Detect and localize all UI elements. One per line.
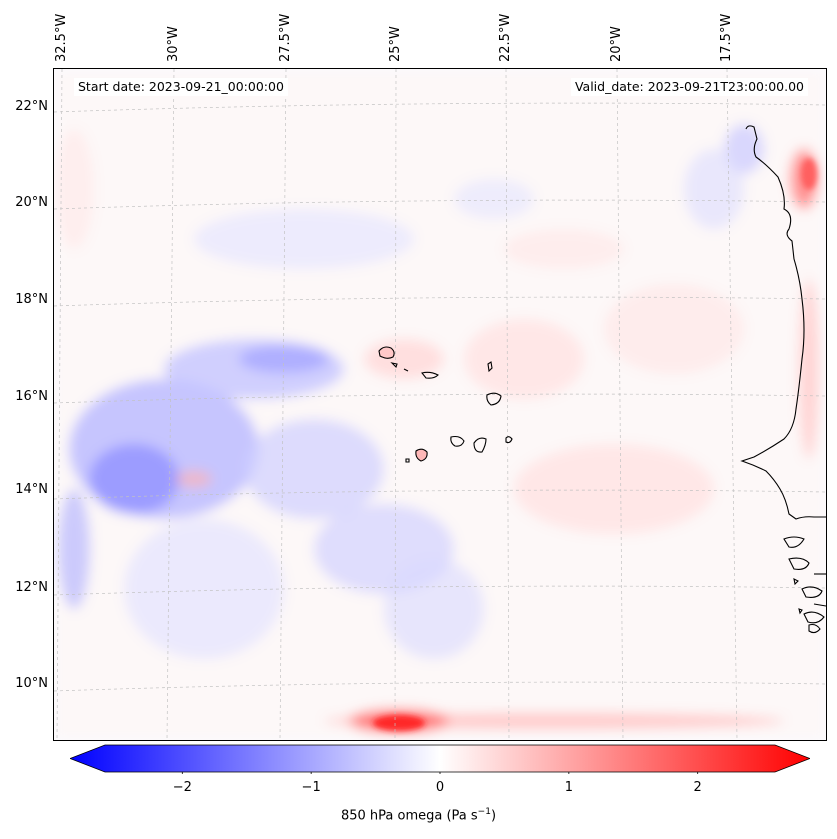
latitude-label: 12°N bbox=[15, 580, 48, 595]
longitude-label: 30°W bbox=[166, 26, 181, 62]
latitude-label: 10°N bbox=[15, 676, 48, 691]
longitude-label: 32.5°W bbox=[54, 13, 69, 62]
latitude-label: 16°N bbox=[15, 389, 48, 404]
colorbar-label: 850 hPa omega (Pa s−1) bbox=[0, 807, 837, 823]
latitude-label: 14°N bbox=[15, 482, 48, 497]
colorbar bbox=[70, 744, 810, 774]
start-date-label: Start date: 2023-09-21_00:00:00 bbox=[74, 78, 288, 96]
longitude-label: 20°W bbox=[609, 26, 624, 62]
colorbar-gradient bbox=[70, 744, 810, 774]
latitude-label: 18°N bbox=[15, 292, 48, 307]
longitude-label: 25°W bbox=[388, 26, 403, 62]
latitude-label: 20°N bbox=[15, 195, 48, 210]
colorbar-tick-label: −2 bbox=[172, 780, 192, 795]
longitude-label: 17.5°W bbox=[719, 13, 734, 62]
colorbar-tick-label: 2 bbox=[693, 780, 702, 795]
omega-field bbox=[54, 69, 826, 740]
longitude-label: 22.5°W bbox=[498, 13, 513, 62]
omega-field-map bbox=[54, 69, 826, 740]
map-panel: Start date: 2023-09-21_00:00:00 Valid_da… bbox=[53, 68, 827, 741]
colorbar-label-close: ) bbox=[490, 808, 497, 824]
colorbar-tick-label: 0 bbox=[435, 780, 445, 795]
colorbar-label-exponent: −1 bbox=[477, 807, 491, 817]
colorbar-label-text: 850 hPa omega (Pa s bbox=[340, 808, 478, 824]
latitude-label: 22°N bbox=[15, 99, 48, 114]
colorbar-tick-label: −1 bbox=[301, 780, 321, 795]
valid-date-label: Valid_date: 2023-09-21T23:00:00.00 bbox=[570, 78, 808, 96]
coastlines bbox=[378, 125, 826, 634]
gridlines bbox=[54, 69, 826, 740]
colorbar-tick-label: 1 bbox=[564, 780, 573, 795]
longitude-label: 27.5°W bbox=[278, 13, 293, 62]
